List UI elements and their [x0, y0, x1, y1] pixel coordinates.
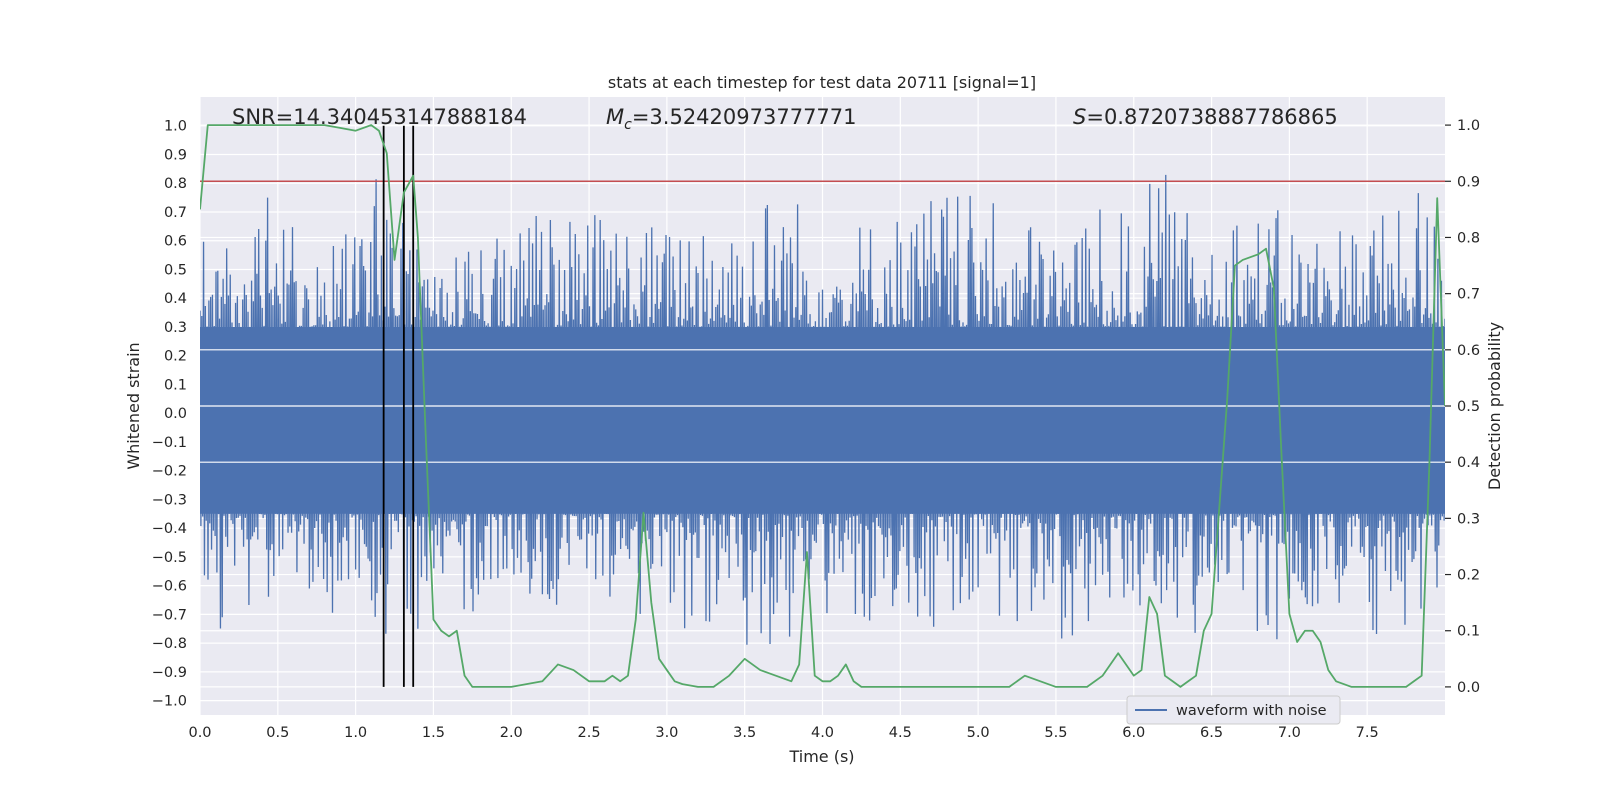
- y-tick-label: −0.7: [152, 607, 187, 623]
- x-axis-ticks: 0.0 0.5 1.0 1.5 2.0 2.5 3.0 3.5 4.0 4.5 5.0 5.5 6.0 6…: [188, 725, 1378, 741]
- y-tick-label: −0.2: [152, 464, 187, 480]
- y2-tick-label: 0.9: [1457, 174, 1480, 190]
- legend-waveform-label: waveform with noise: [1176, 703, 1327, 719]
- chart-title: stats at each timestep for test data 207…: [608, 73, 1036, 92]
- s-annotation: S=0.8720738887786865: [1073, 105, 1338, 129]
- y2-tick-label: 0.1: [1457, 624, 1480, 640]
- x-tick-label: 0.0: [188, 725, 211, 741]
- waveform-dense-band: [200, 326, 1445, 514]
- y2-tick-label: 0.6: [1457, 343, 1480, 359]
- y2-axis-ticks: 1.0 0.9 0.8 0.7 0.6 0.5 0.4 0.3 0.2 0.1 0.0: [1445, 118, 1480, 696]
- legend: waveform with noise: [1126, 695, 1341, 725]
- probability-line: [200, 124, 1445, 688]
- x-tick-label: 5.0: [967, 725, 990, 741]
- s-symbol: S: [1073, 105, 1086, 129]
- y-tick-label: 0.9: [164, 147, 187, 163]
- y2-tick-label: 0.3: [1457, 511, 1480, 527]
- snr-annotation: SNR=14.340453147888184: [232, 105, 527, 129]
- y-tick-label: −1.0: [152, 694, 187, 710]
- chirp-mass-symbol: M: [606, 105, 624, 129]
- chirp-mass-subscript: c: [624, 117, 632, 133]
- x-tick-label: 7.0: [1278, 725, 1301, 741]
- y-tick-label: 0.0: [164, 406, 187, 422]
- chirp-mass-value: =3.52420973777771: [632, 105, 857, 129]
- x-tick-label: 2.5: [578, 725, 601, 741]
- s-value: =0.8720738887786865: [1086, 105, 1337, 129]
- x-tick-label: 6.5: [1200, 725, 1223, 741]
- x-tick-label: 4.5: [889, 725, 912, 741]
- y-tick-label: 0.5: [164, 262, 187, 278]
- y2-tick-label: 0.8: [1457, 230, 1480, 246]
- y2-tick-label: 1.0: [1457, 118, 1480, 134]
- x-tick-label: 1.0: [344, 725, 367, 741]
- y2-axis-label: Detection probability: [1485, 322, 1504, 490]
- y2-tick-label: 0.7: [1457, 287, 1480, 303]
- y-tick-label: −0.5: [152, 550, 187, 566]
- y2-tick-label: 0.2: [1457, 568, 1480, 584]
- x-axis-label: Time (s): [788, 747, 854, 766]
- y-tick-label: −0.1: [152, 435, 187, 451]
- y-tick-label: −0.9: [152, 665, 187, 681]
- x-tick-label: 4.0: [811, 725, 834, 741]
- y-tick-label: 0.4: [164, 291, 187, 307]
- x-tick-label: 1.5: [422, 725, 445, 741]
- y-tick-label: 0.7: [164, 205, 187, 221]
- legend-box: [1126, 695, 1341, 725]
- waveform-series: [200, 174, 1445, 645]
- y2-tick-label: 0.4: [1457, 455, 1480, 471]
- y-tick-label: −0.3: [152, 492, 187, 508]
- y-tick-label: 1.0: [164, 119, 187, 135]
- y-axis-label: Whitened strain: [124, 342, 143, 469]
- y-axis-ticks: 1.0 0.9 0.8 0.7 0.6 0.5 0.4 0.3 0.2 0.1 0.0 −0.1 −0.…: [152, 119, 187, 710]
- plot-content: [200, 124, 1445, 688]
- chirp-mass-annotation: Mc=3.52420973777771: [606, 105, 857, 133]
- x-tick-label: 5.5: [1044, 725, 1067, 741]
- x-tick-label: 3.0: [655, 725, 678, 741]
- x-tick-label: 3.5: [733, 725, 756, 741]
- y-tick-label: 0.2: [164, 349, 187, 365]
- y2-tick-label: 0.0: [1457, 680, 1480, 696]
- y-tick-label: 0.1: [164, 377, 187, 393]
- y2-tick-label: 0.5: [1457, 399, 1480, 415]
- x-tick-label: 6.0: [1122, 725, 1145, 741]
- y-tick-label: −0.4: [152, 521, 187, 537]
- event-vertical-lines: [382, 125, 415, 687]
- x-tick-label: 2.0: [500, 725, 523, 741]
- x-tick-label: 7.5: [1356, 725, 1379, 741]
- y-tick-label: 0.8: [164, 176, 187, 192]
- probability-series: [200, 124, 1445, 688]
- y-tick-label: −0.6: [152, 579, 187, 595]
- x-tick-label: 0.5: [266, 725, 289, 741]
- y-tick-label: −0.8: [152, 636, 187, 652]
- y-tick-label: 0.3: [164, 320, 187, 336]
- y-tick-label: 0.6: [164, 234, 187, 250]
